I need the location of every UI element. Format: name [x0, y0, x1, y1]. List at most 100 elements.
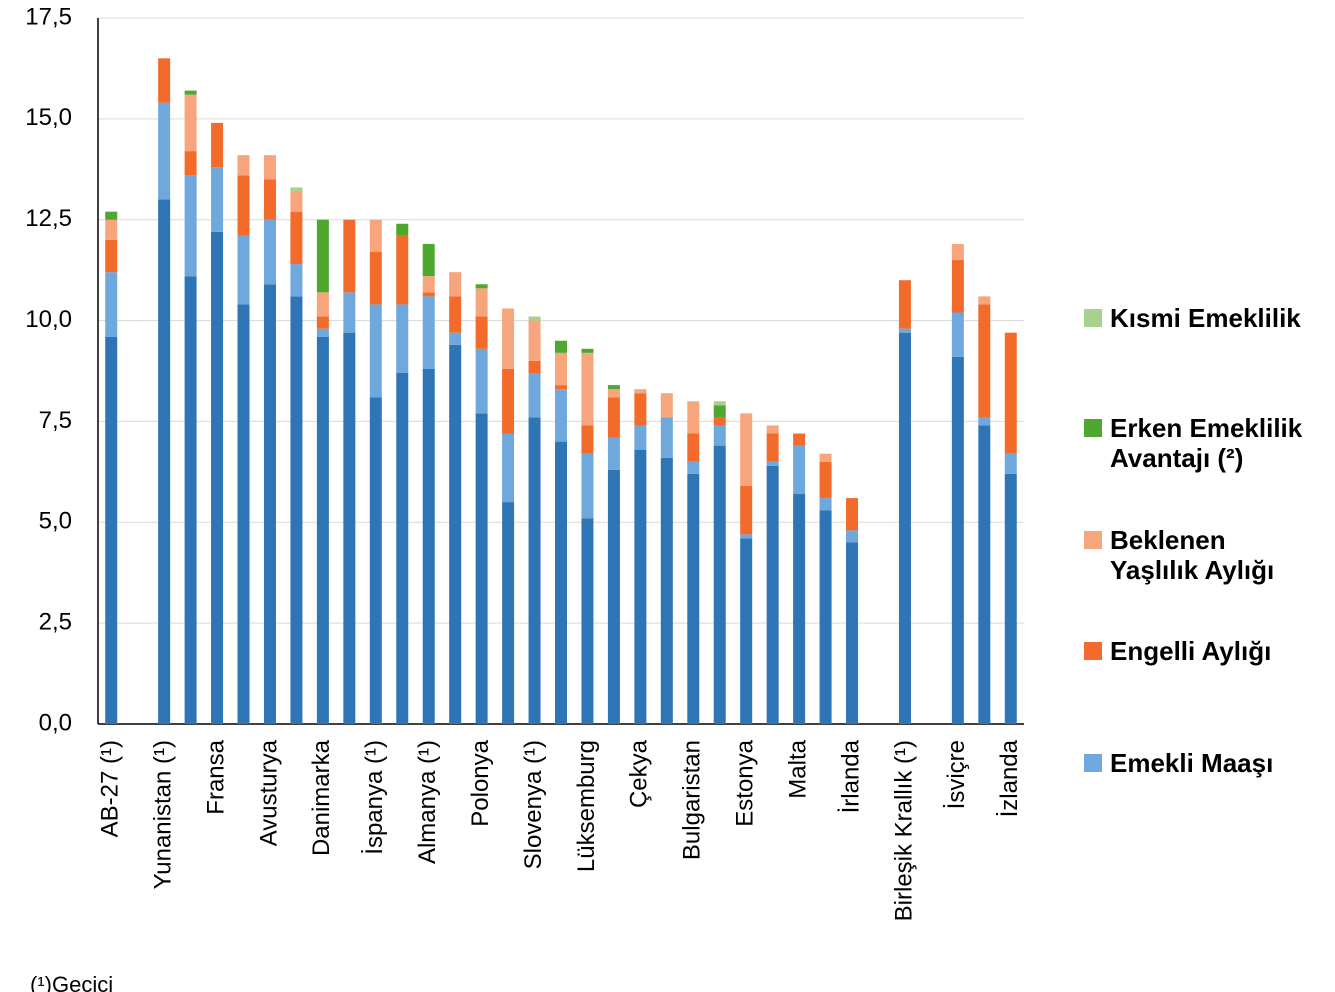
x-tick-label: Fransa	[202, 739, 229, 814]
bar-segment	[158, 199, 171, 725]
bar-segment	[528, 320, 541, 361]
bar-segment	[607, 385, 620, 390]
bar-segment	[819, 461, 832, 499]
bar-segment	[951, 356, 964, 724]
footnote: (¹)Geçici	[30, 972, 114, 992]
bar-segment	[978, 304, 991, 418]
bar-segment	[211, 122, 224, 168]
bar-segment	[369, 219, 382, 252]
bar-segment	[396, 304, 409, 374]
bar-segment	[581, 518, 594, 724]
bar-segment	[978, 417, 991, 426]
bar-segment	[105, 239, 118, 273]
bar-segment	[105, 211, 118, 220]
bar-segment	[713, 445, 726, 724]
bar-segment	[687, 473, 700, 724]
bar-segment	[660, 417, 673, 458]
bar-segment	[475, 288, 488, 317]
bar-segment	[237, 175, 250, 236]
bar-segment	[1004, 473, 1017, 724]
bar-segment	[898, 332, 911, 724]
bar-segment	[290, 187, 303, 192]
bar-segment	[237, 235, 250, 305]
legend-label: Beklenen Yaşlılık Aylığı	[1110, 525, 1275, 585]
bar-segment	[158, 102, 171, 200]
bar-segment	[819, 510, 832, 724]
bar-segment	[951, 243, 964, 261]
bar-segment	[105, 272, 118, 337]
bar-segment	[369, 251, 382, 305]
bar-segment	[581, 425, 594, 454]
bar-segment	[607, 397, 620, 438]
bar-segment	[290, 296, 303, 724]
y-tick-label: 12,5	[25, 205, 72, 232]
legend-item: Engelli Aylığı	[1084, 636, 1329, 666]
bar-segment	[687, 433, 700, 462]
bar-segment	[740, 538, 753, 724]
legend-swatch	[1084, 754, 1102, 772]
bar-segment	[660, 457, 673, 724]
bar-segment	[1004, 453, 1017, 474]
bar-segment	[766, 425, 779, 434]
legend-label: Kısmi Emeklilik	[1110, 303, 1301, 333]
legend-swatch	[1084, 309, 1102, 327]
legend-item: Erken Emeklilik Avantajı (²)	[1084, 413, 1329, 473]
bar-segment	[475, 413, 488, 724]
bar-segment	[211, 167, 224, 232]
x-tick-label: Polonya	[467, 739, 494, 826]
bar-segment	[211, 231, 224, 724]
x-tick-label: İsviçre	[943, 740, 970, 809]
x-tick-label: Yunanistan (¹)	[149, 740, 176, 889]
legend-label: Erken Emeklilik Avantajı (²)	[1110, 413, 1303, 473]
bar-segment	[475, 348, 488, 414]
bar-segment	[290, 211, 303, 265]
x-tick-label: Slovenya (¹)	[520, 740, 547, 869]
bar-segment	[263, 155, 276, 180]
bar-segment	[184, 175, 197, 277]
bar-segment	[343, 219, 356, 293]
y-tick-label: 7,5	[39, 407, 72, 434]
bar-segment	[846, 542, 859, 724]
x-tick-label: Çekya	[626, 739, 653, 808]
bar-segment	[713, 417, 726, 426]
bar-segment	[581, 348, 594, 353]
bar-segment	[528, 417, 541, 724]
bar-segment	[449, 272, 462, 297]
x-tick-label: Bulgaristan	[679, 740, 706, 860]
bar-segment	[555, 389, 567, 442]
bar-segment	[396, 223, 409, 236]
bar-segment	[502, 502, 515, 724]
bar-segment	[951, 312, 964, 357]
bar-segment	[316, 219, 329, 293]
bar-segment	[581, 453, 594, 519]
bar-segment	[713, 425, 726, 446]
bar-segment	[713, 405, 726, 418]
bar-segment	[951, 260, 964, 313]
bar-segment	[766, 433, 779, 462]
bar-segment	[343, 332, 356, 724]
bar-segment	[316, 316, 329, 329]
bar-segment	[740, 534, 753, 539]
bar-segment	[898, 328, 911, 333]
x-tick-label: Lüksemburg	[573, 740, 600, 872]
bar-segment	[687, 461, 700, 474]
bar-segment	[555, 352, 567, 386]
y-tick-label: 0,0	[39, 709, 72, 736]
bar-segment	[687, 401, 700, 434]
legend-item: Kısmi Emeklilik	[1084, 303, 1329, 333]
bar-segment	[422, 368, 435, 724]
legend-item: Beklenen Yaşlılık Aylığı	[1084, 525, 1329, 585]
bar-segment	[396, 235, 409, 305]
x-tick-label: Avusturya	[255, 739, 282, 846]
bar-segment	[290, 191, 303, 212]
bar-segment	[316, 336, 329, 724]
legend-swatch	[1084, 642, 1102, 660]
bar-segment	[555, 340, 567, 353]
bar-segment	[184, 94, 197, 152]
legend-swatch	[1084, 531, 1102, 549]
bar-segment	[237, 304, 250, 724]
x-tick-label: İzlanda	[996, 739, 1023, 817]
bar-segment	[607, 469, 620, 724]
